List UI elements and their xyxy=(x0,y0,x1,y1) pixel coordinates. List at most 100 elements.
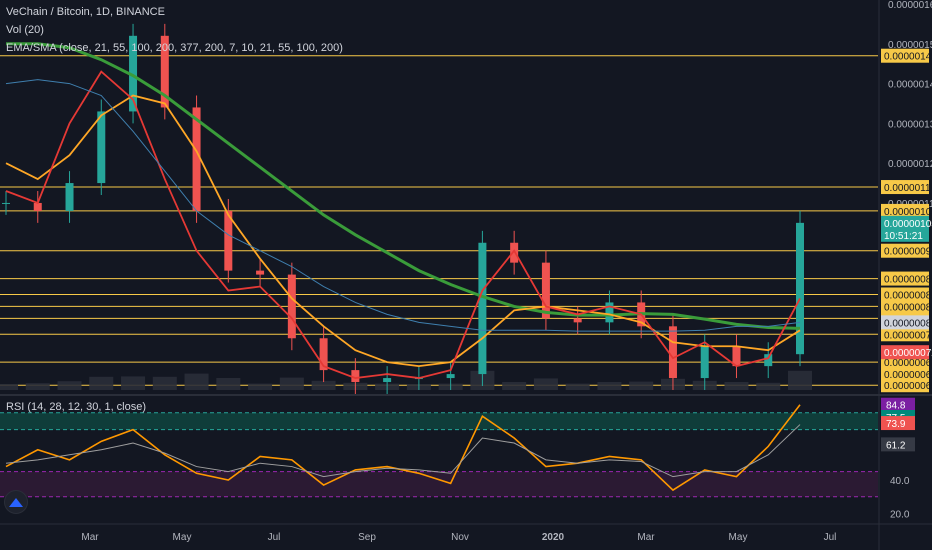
price-badge-label: 0.00000105 xyxy=(884,219,932,230)
candle-body xyxy=(573,318,582,323)
volume-bar xyxy=(248,383,273,390)
candle-body xyxy=(160,35,169,108)
candle-body xyxy=(796,222,804,355)
price-tick-label: 0.00000130 xyxy=(888,119,932,130)
ma-line-ema-200 xyxy=(6,42,801,330)
level-price-label: 0.00000072 xyxy=(884,330,932,341)
candle-body xyxy=(605,302,614,323)
volume-bar xyxy=(216,378,241,390)
time-tick-label: 2020 xyxy=(542,532,565,543)
price-badge-last-price xyxy=(881,215,929,230)
candle-body xyxy=(764,354,773,367)
candle-body xyxy=(287,274,296,339)
candle-body xyxy=(541,262,550,319)
time-tick-label: Mar xyxy=(81,532,99,543)
price-pane[interactable] xyxy=(0,23,878,394)
rsi-value-badge xyxy=(881,437,915,452)
level-price-label: 0.00000081 xyxy=(884,290,932,301)
candle-body xyxy=(65,183,74,211)
ma-line-sma-200 xyxy=(5,79,801,332)
volume-bar xyxy=(25,383,50,390)
time-tick-label: Nov xyxy=(451,532,469,543)
candle-body xyxy=(97,111,106,184)
ma-line-ema-21 xyxy=(5,70,801,379)
rsi-value-label: 73.9 xyxy=(886,419,906,430)
volume-bar xyxy=(89,376,114,390)
level-price-label: 0.00000147 xyxy=(884,52,932,63)
price-badge-neutral xyxy=(881,315,929,330)
rsi-legend[interactable]: RSI (14, 28, 12, 30, 1, close) xyxy=(6,401,147,413)
rsi-value-label: 84.8 xyxy=(886,401,906,412)
rsi-tick-label: 40.0 xyxy=(890,476,910,487)
rsi-pane[interactable] xyxy=(0,404,878,498)
ma-line-ema-100 xyxy=(5,94,801,368)
volume-bar xyxy=(533,378,558,390)
price-badge-red xyxy=(881,345,929,360)
candle-body xyxy=(510,242,519,263)
volume-bar xyxy=(152,376,177,390)
level-price-badge xyxy=(881,48,929,63)
symbol-legend[interactable]: VeChain / Bitcoin, 1D, BINANCE xyxy=(6,6,165,18)
volume-bar xyxy=(184,373,209,390)
level-price-badge xyxy=(881,378,929,393)
price-badge-label: 0.00000072 xyxy=(884,348,932,359)
candle-body xyxy=(732,346,741,367)
level-price-label: 0.00000068 xyxy=(884,358,932,369)
candle-body xyxy=(319,338,328,371)
volume-bar xyxy=(0,384,18,390)
volume-bar xyxy=(57,381,82,390)
rsi-value-badge xyxy=(881,397,915,412)
level-price-label: 0.00000105 xyxy=(884,207,932,218)
level-price-badge xyxy=(881,271,929,286)
level-price-label: 0.00000095 xyxy=(884,247,932,258)
volume-bar xyxy=(597,382,622,390)
level-price-label: 0.00000064 xyxy=(884,381,932,392)
candle-body xyxy=(33,202,42,211)
price-tick-label: 0.00000120 xyxy=(888,159,932,170)
rsi-band xyxy=(0,471,878,497)
candle-body xyxy=(192,107,201,211)
candle-body xyxy=(256,270,265,275)
candle-body xyxy=(478,242,487,375)
volume-bar xyxy=(565,383,590,390)
time-tick-label: Mar xyxy=(637,532,655,543)
rsi-value-badge xyxy=(881,416,915,431)
volume-bar xyxy=(788,370,812,390)
candle-body xyxy=(383,378,392,383)
level-price-badge xyxy=(881,287,929,302)
tradingview-logo-icon[interactable] xyxy=(4,490,28,514)
candle-body xyxy=(700,346,709,379)
rsi-band xyxy=(0,412,878,430)
candle-body xyxy=(2,202,10,204)
candle-body xyxy=(446,374,455,379)
volume-bar xyxy=(724,382,749,390)
level-price-badge xyxy=(881,299,929,314)
rsi-line-rsi xyxy=(5,404,801,492)
volume-bar xyxy=(279,377,304,390)
price-tick-label: 0.00000150 xyxy=(888,40,932,51)
rsi-value-label: 61.2 xyxy=(886,440,906,451)
volume-bar xyxy=(121,376,146,390)
volume-bar xyxy=(502,382,527,390)
candle-body xyxy=(224,210,233,271)
candle-body xyxy=(351,370,360,383)
price-tick-label: 0.00000140 xyxy=(888,80,932,91)
moving-average-legend[interactable]: EMA/SMA (close, 21, 55, 100, 200, 377, 2… xyxy=(6,42,343,54)
rsi-tick-label: 20.0 xyxy=(890,510,910,521)
level-price-badge xyxy=(881,180,929,195)
price-badge-countdown xyxy=(881,227,929,242)
time-tick-label: May xyxy=(729,532,748,543)
level-price-badge xyxy=(881,243,929,258)
time-tick-label: Jul xyxy=(824,532,837,543)
price-badge-label: 0.00000065 xyxy=(884,370,932,381)
level-price-badge xyxy=(881,327,929,342)
rsi-line-rsi-ma xyxy=(5,424,801,478)
candle-body xyxy=(129,35,138,112)
level-price-label: 0.00000114 xyxy=(884,183,932,194)
volume-legend[interactable]: Vol (20) xyxy=(6,24,44,36)
level-price-label: 0.00000086 xyxy=(884,275,932,286)
level-price-label: 0.00000080 xyxy=(884,302,932,313)
volume-bar xyxy=(756,382,781,390)
